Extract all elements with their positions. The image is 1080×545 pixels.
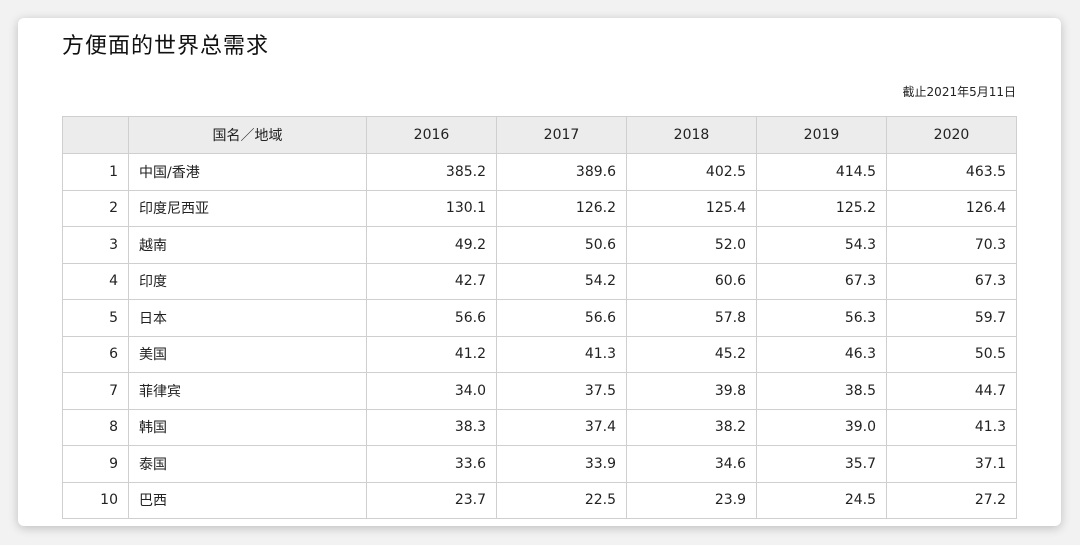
value-2019-cell: 67.3 <box>756 262 887 300</box>
country-cell: 越南 <box>128 226 367 264</box>
value-2019-cell: 54.3 <box>756 226 887 264</box>
table-row: 9 泰国 33.6 33.9 34.6 35.7 37.1 <box>62 445 1017 483</box>
value-2017-cell: 50.6 <box>496 226 627 264</box>
value-2019-cell: 125.2 <box>756 189 887 227</box>
value-2019-cell: 35.7 <box>756 445 887 483</box>
value-2019-cell: 24.5 <box>756 481 887 519</box>
value-2016-cell: 56.6 <box>366 299 497 337</box>
value-2016-cell: 34.0 <box>366 372 497 410</box>
rank-cell: 4 <box>62 262 129 300</box>
header-2020: 2020 <box>886 116 1017 154</box>
rank-cell: 5 <box>62 299 129 337</box>
value-2019-cell: 56.3 <box>756 299 887 337</box>
header-2018: 2018 <box>626 116 757 154</box>
value-2017-cell: 37.4 <box>496 408 627 446</box>
value-2020-cell: 463.5 <box>886 153 1017 191</box>
table-row: 7 菲律宾 34.0 37.5 39.8 38.5 44.7 <box>62 372 1017 410</box>
value-2016-cell: 33.6 <box>366 445 497 483</box>
country-cell: 巴西 <box>128 481 367 519</box>
value-2018-cell: 45.2 <box>626 335 757 373</box>
value-2018-cell: 57.8 <box>626 299 757 337</box>
country-cell: 美国 <box>128 335 367 373</box>
table-header-row: 国名／地域 2016 2017 2018 2019 2020 <box>62 116 1017 154</box>
value-2020-cell: 50.5 <box>886 335 1017 373</box>
value-2019-cell: 39.0 <box>756 408 887 446</box>
country-cell: 印度尼西亚 <box>128 189 367 227</box>
rank-cell: 9 <box>62 445 129 483</box>
value-2018-cell: 52.0 <box>626 226 757 264</box>
value-2018-cell: 39.8 <box>626 372 757 410</box>
table-row: 6 美国 41.2 41.3 45.2 46.3 50.5 <box>62 335 1017 373</box>
value-2016-cell: 38.3 <box>366 408 497 446</box>
country-cell: 韩国 <box>128 408 367 446</box>
value-2019-cell: 414.5 <box>756 153 887 191</box>
value-2017-cell: 389.6 <box>496 153 627 191</box>
value-2017-cell: 22.5 <box>496 481 627 519</box>
value-2016-cell: 42.7 <box>366 262 497 300</box>
table-row: 1 中国/香港 385.2 389.6 402.5 414.5 463.5 <box>62 153 1017 191</box>
value-2020-cell: 37.1 <box>886 445 1017 483</box>
value-2020-cell: 67.3 <box>886 262 1017 300</box>
header-2016: 2016 <box>366 116 497 154</box>
country-cell: 中国/香港 <box>128 153 367 191</box>
table-row: 3 越南 49.2 50.6 52.0 54.3 70.3 <box>62 226 1017 264</box>
rank-cell: 7 <box>62 372 129 410</box>
value-2018-cell: 23.9 <box>626 481 757 519</box>
value-2017-cell: 41.3 <box>496 335 627 373</box>
table-row: 8 韩国 38.3 37.4 38.2 39.0 41.3 <box>62 408 1017 446</box>
rank-cell: 10 <box>62 481 129 519</box>
rank-cell: 2 <box>62 189 129 227</box>
content-card: 方便面的世界总需求 截止2021年5月11日 国名／地域 2016 2017 2… <box>18 18 1061 526</box>
page-title: 方便面的世界总需求 <box>62 34 270 59</box>
value-2018-cell: 402.5 <box>626 153 757 191</box>
value-2018-cell: 34.6 <box>626 445 757 483</box>
value-2017-cell: 56.6 <box>496 299 627 337</box>
value-2017-cell: 37.5 <box>496 372 627 410</box>
value-2020-cell: 70.3 <box>886 226 1017 264</box>
header-country: 国名／地域 <box>128 116 367 154</box>
value-2020-cell: 59.7 <box>886 299 1017 337</box>
demand-table: 国名／地域 2016 2017 2018 2019 2020 1 中国/香港 385… <box>62 116 1017 519</box>
table-row: 10 巴西 23.7 22.5 23.9 24.5 27.2 <box>62 481 1017 519</box>
rank-cell: 8 <box>62 408 129 446</box>
table-row: 2 印度尼西亚 130.1 126.2 125.4 125.2 126.4 <box>62 189 1017 227</box>
value-2020-cell: 41.3 <box>886 408 1017 446</box>
value-2016-cell: 130.1 <box>366 189 497 227</box>
value-2017-cell: 126.2 <box>496 189 627 227</box>
value-2020-cell: 126.4 <box>886 189 1017 227</box>
value-2016-cell: 41.2 <box>366 335 497 373</box>
table-body: 1 中国/香港 385.2 389.6 402.5 414.5 463.5 2 印度尼西亚 130… <box>62 153 1017 519</box>
rank-cell: 1 <box>62 153 129 191</box>
value-2016-cell: 385.2 <box>366 153 497 191</box>
country-cell: 印度 <box>128 262 367 300</box>
value-2018-cell: 38.2 <box>626 408 757 446</box>
header-2019: 2019 <box>756 116 887 154</box>
country-cell: 菲律宾 <box>128 372 367 410</box>
value-2019-cell: 46.3 <box>756 335 887 373</box>
value-2018-cell: 60.6 <box>626 262 757 300</box>
country-cell: 泰国 <box>128 445 367 483</box>
value-2016-cell: 23.7 <box>366 481 497 519</box>
value-2017-cell: 54.2 <box>496 262 627 300</box>
header-2017: 2017 <box>496 116 627 154</box>
value-2016-cell: 49.2 <box>366 226 497 264</box>
rank-cell: 3 <box>62 226 129 264</box>
date-note: 截止2021年5月11日 <box>902 85 1016 99</box>
value-2020-cell: 27.2 <box>886 481 1017 519</box>
value-2020-cell: 44.7 <box>886 372 1017 410</box>
value-2017-cell: 33.9 <box>496 445 627 483</box>
value-2018-cell: 125.4 <box>626 189 757 227</box>
rank-cell: 6 <box>62 335 129 373</box>
country-cell: 日本 <box>128 299 367 337</box>
table-row: 5 日本 56.6 56.6 57.8 56.3 59.7 <box>62 299 1017 337</box>
table-row: 4 印度 42.7 54.2 60.6 67.3 67.3 <box>62 262 1017 300</box>
header-rank <box>62 116 129 154</box>
value-2019-cell: 38.5 <box>756 372 887 410</box>
